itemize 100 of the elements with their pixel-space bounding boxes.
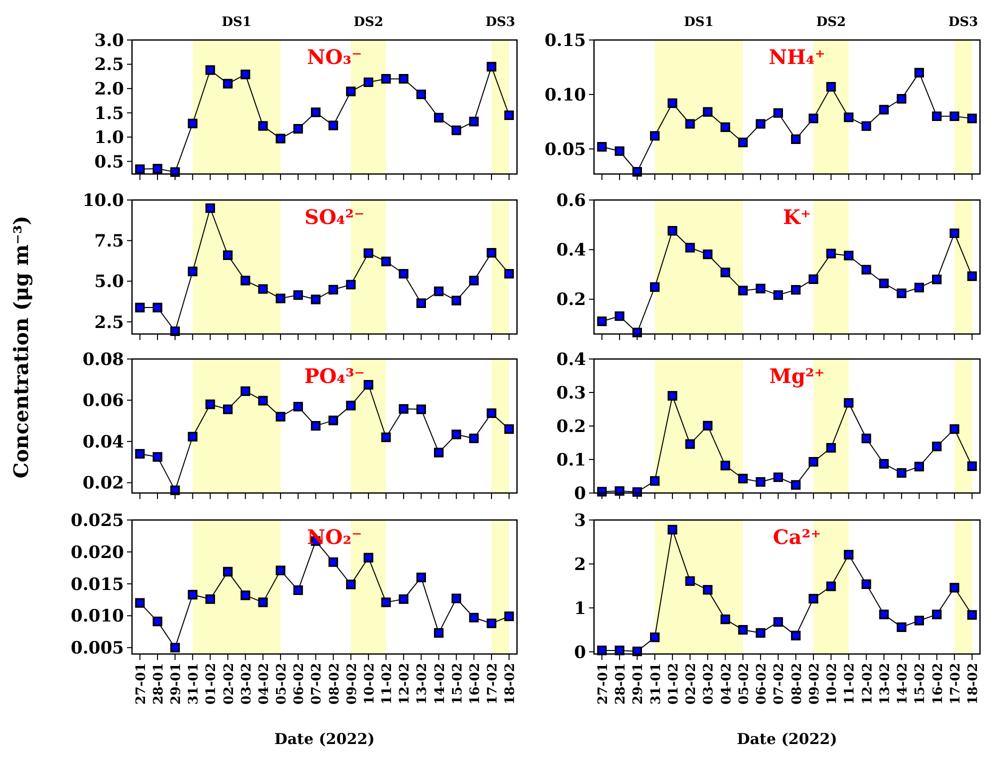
point xyxy=(223,250,233,260)
point xyxy=(188,590,198,600)
x-tick-label: 05-02 xyxy=(736,663,752,705)
point xyxy=(276,134,286,144)
point xyxy=(879,278,889,288)
point xyxy=(381,598,391,608)
point xyxy=(685,439,695,449)
y-tick-label: 0.005 xyxy=(70,638,124,659)
x-tick-label: 27-01 xyxy=(134,663,149,705)
x-tick-label: 31-01 xyxy=(186,663,202,705)
point xyxy=(756,628,766,638)
point xyxy=(364,380,374,390)
point xyxy=(614,146,624,156)
point xyxy=(486,618,496,628)
point xyxy=(879,104,889,115)
point xyxy=(632,487,642,497)
point xyxy=(452,430,462,440)
y-tick-label: 0.4 xyxy=(556,240,586,261)
x-tick-label: 29-01 xyxy=(631,663,646,705)
x-tick-label: 07-02 xyxy=(772,663,788,705)
x-tick-label: 12-02 xyxy=(398,663,413,705)
point xyxy=(896,288,906,298)
point xyxy=(791,134,801,144)
point xyxy=(597,142,607,152)
x-axis-title: Date (2022) xyxy=(736,730,838,748)
y-tick-label: 3.0 xyxy=(94,30,124,51)
point xyxy=(364,248,374,258)
point xyxy=(950,582,960,592)
point xyxy=(328,120,338,130)
point xyxy=(844,112,854,122)
point xyxy=(826,82,836,92)
x-tick-label: 28-01 xyxy=(151,663,166,705)
point xyxy=(328,557,338,567)
point xyxy=(720,268,730,278)
point xyxy=(152,302,162,312)
point xyxy=(773,108,783,118)
point xyxy=(310,108,321,118)
point xyxy=(808,594,818,604)
point xyxy=(950,424,960,434)
y-tick-label: 2.5 xyxy=(94,312,124,333)
point xyxy=(416,298,426,308)
point xyxy=(223,566,233,576)
point xyxy=(328,284,338,294)
x-tick-label: 05-02 xyxy=(274,663,290,705)
point xyxy=(756,119,766,129)
x-tick-label: 09-02 xyxy=(807,663,822,705)
point xyxy=(452,126,462,136)
point xyxy=(950,228,960,238)
point xyxy=(398,404,408,414)
point xyxy=(862,579,872,589)
point xyxy=(135,164,145,174)
x-tick-label: 31-01 xyxy=(648,663,664,705)
point xyxy=(738,138,748,148)
point xyxy=(381,256,391,266)
point xyxy=(808,114,818,124)
point xyxy=(310,420,321,431)
point xyxy=(738,474,748,484)
point xyxy=(346,86,356,96)
point xyxy=(188,118,198,128)
point xyxy=(791,480,801,490)
point xyxy=(398,74,408,84)
y-tick-label: 0.015 xyxy=(70,574,124,595)
point xyxy=(205,400,216,410)
point xyxy=(614,486,624,496)
point xyxy=(862,264,872,275)
x-tick-label: 16-02 xyxy=(468,663,483,705)
point xyxy=(738,625,748,635)
chart-title: Mg²⁺ xyxy=(769,364,825,388)
point xyxy=(967,114,977,124)
x-tick-label: 04-02 xyxy=(256,663,272,705)
point xyxy=(258,598,268,608)
point xyxy=(346,580,356,590)
point xyxy=(135,598,145,608)
point xyxy=(205,65,216,75)
point xyxy=(702,420,712,430)
y-tick-label: 0.6 xyxy=(556,190,586,211)
point xyxy=(504,424,514,434)
point xyxy=(258,121,268,131)
y-tick-label: 1.0 xyxy=(94,128,124,148)
point xyxy=(188,266,198,276)
x-tick-label: 03-02 xyxy=(702,663,717,705)
point xyxy=(276,294,286,304)
y-tick-label: 2 xyxy=(574,554,586,575)
point xyxy=(258,396,268,406)
y-tick-label: 2.5 xyxy=(94,55,124,76)
point xyxy=(188,432,198,442)
y-tick-label: 0.020 xyxy=(70,542,124,563)
point xyxy=(808,274,818,284)
point xyxy=(967,610,977,620)
x-tick-label: 15-02 xyxy=(913,663,928,705)
y-tick-label: 3 xyxy=(574,510,586,531)
x-tick-label: 16-02 xyxy=(930,663,946,705)
chart-title: K⁺ xyxy=(783,205,811,229)
point xyxy=(791,630,801,640)
point xyxy=(756,477,766,487)
point xyxy=(152,452,162,462)
x-tick-label: 11-02 xyxy=(842,663,858,705)
x-tick-label: 17-02 xyxy=(486,663,501,705)
x-tick-label: 06-02 xyxy=(754,663,770,705)
point xyxy=(486,62,496,72)
